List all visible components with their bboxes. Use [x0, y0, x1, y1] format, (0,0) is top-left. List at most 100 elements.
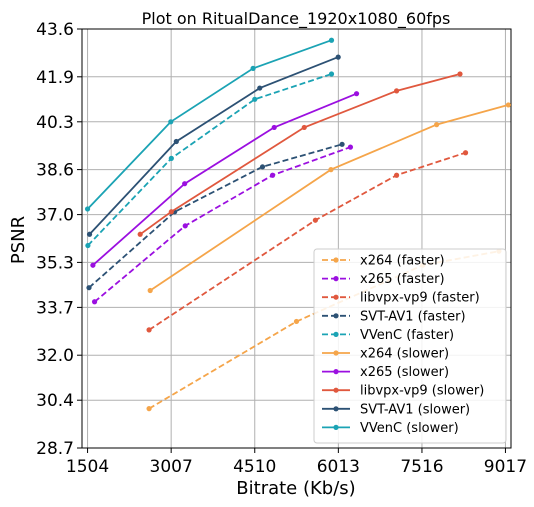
series-x265-faster: [91, 144, 354, 305]
legend-swatch-marker: [333, 350, 339, 356]
series-libvpx-vp9-faster: [146, 150, 469, 333]
series-line: [148, 250, 500, 410]
data-point: [146, 327, 152, 333]
data-point: [250, 65, 256, 71]
legend-entry: SVT-AV1 (slower): [322, 402, 470, 417]
data-point: [328, 167, 334, 173]
legend-entry: x265 (slower): [322, 365, 449, 380]
y-tick-label: 37.0: [36, 206, 74, 226]
y-tick-label: 38.6: [36, 161, 74, 181]
data-point: [293, 318, 300, 325]
legend-entry: SVT-AV1 (faster): [322, 309, 466, 324]
legend-swatch-marker: [333, 406, 339, 412]
legend-entry: VVenC (slower): [322, 421, 459, 436]
series-line: [88, 143, 343, 289]
data-point: [347, 144, 354, 150]
data-point: [462, 150, 469, 156]
data-point: [353, 91, 360, 97]
ticks-layer: 1504 3007 4510 6013 7516 9017 28.7 30.4 32.0 33.7…: [36, 20, 527, 477]
series-svt-av1-faster: [86, 141, 345, 291]
series-line: [86, 39, 332, 210]
data-point: [301, 124, 307, 131]
data-point: [168, 209, 174, 215]
legend-label: VVenC (faster): [360, 328, 454, 343]
y-tick-label: 30.4: [36, 391, 74, 411]
legend-swatch-marker: [333, 387, 339, 393]
series-x264-slower: [147, 102, 511, 294]
x-tick-label: 4510: [233, 457, 276, 477]
series-line: [87, 73, 332, 247]
x-tick-label: 9017: [484, 457, 527, 477]
data-point: [85, 242, 91, 249]
legend-entry: libvpx-vp9 (slower): [322, 384, 484, 399]
legend-label: x264 (faster): [360, 254, 445, 269]
legend: x264 (faster) x265 (faster) libvpx-vp9 (fa…: [313, 248, 507, 444]
data-point: [257, 85, 263, 91]
data-point: [146, 406, 152, 412]
series-vvenc-slower: [84, 37, 335, 212]
data-point: [269, 172, 276, 178]
legend-swatch-marker: [333, 313, 339, 319]
data-point: [457, 71, 463, 77]
legend-swatch-marker: [333, 257, 339, 263]
series-vvenc-faster: [85, 71, 335, 249]
data-point: [335, 54, 341, 60]
data-point: [86, 231, 93, 237]
legend-label: x264 (slower): [360, 347, 449, 362]
data-point: [86, 285, 92, 291]
data-point: [339, 141, 345, 147]
series-line: [149, 104, 509, 292]
data-point: [90, 262, 96, 268]
legend-swatch-marker: [333, 424, 339, 430]
legend-swatch-marker: [333, 369, 339, 375]
chart-title: Plot on RitualDance_1920x1080_60fps: [142, 9, 451, 29]
legend-entry: VVenC (faster): [322, 328, 454, 343]
data-point: [137, 231, 143, 237]
plot-frame: [81, 28, 512, 449]
legend-box: [313, 248, 507, 444]
legend-label: SVT-AV1 (slower): [360, 402, 470, 417]
series-layer: [84, 37, 511, 412]
data-point: [252, 96, 258, 102]
y-tick-label: 32.0: [36, 346, 74, 366]
data-point: [147, 287, 153, 294]
series-line: [92, 92, 357, 266]
x-tick-label: 3007: [150, 457, 193, 477]
data-point: [259, 164, 266, 170]
legend-entry: libvpx-vp9 (faster): [322, 291, 480, 306]
series-line: [148, 151, 466, 331]
y-tick-label: 33.7: [36, 298, 74, 318]
data-point: [505, 102, 511, 108]
legend-label: SVT-AV1 (faster): [360, 309, 466, 324]
data-point: [84, 206, 91, 212]
series-libvpx-vp9-slower: [137, 71, 463, 237]
data-point: [91, 299, 98, 305]
legend-entry: x264 (slower): [322, 347, 449, 362]
legend-label: libvpx-vp9 (slower): [360, 384, 484, 399]
x-tick-label: 1504: [66, 457, 109, 477]
legend-entry: x264 (faster): [322, 254, 445, 269]
legend-label: VVenC (slower): [360, 421, 459, 436]
legend-swatch-marker: [333, 294, 339, 300]
legend-label: libvpx-vp9 (faster): [360, 291, 480, 306]
data-point: [328, 71, 335, 77]
series-x265-slower: [90, 91, 360, 268]
legend-swatch-marker: [333, 331, 339, 337]
y-tick-label: 35.3: [36, 253, 74, 273]
series-svt-av1-slower: [86, 54, 341, 237]
legend-label: x265 (slower): [360, 365, 449, 380]
data-point: [271, 124, 277, 131]
data-point: [393, 88, 400, 94]
data-point: [328, 37, 335, 43]
x-tick-label: 6013: [317, 457, 360, 477]
x-axis-label: Bitrate (Kb/s): [236, 478, 355, 499]
data-point: [168, 119, 174, 125]
series-line: [88, 56, 339, 235]
data-point: [434, 122, 440, 128]
y-axis-label: PSNR: [8, 216, 29, 264]
data-point: [168, 155, 174, 161]
data-point: [173, 138, 179, 145]
series-line: [94, 146, 351, 303]
x-tick-label: 7516: [400, 457, 443, 477]
